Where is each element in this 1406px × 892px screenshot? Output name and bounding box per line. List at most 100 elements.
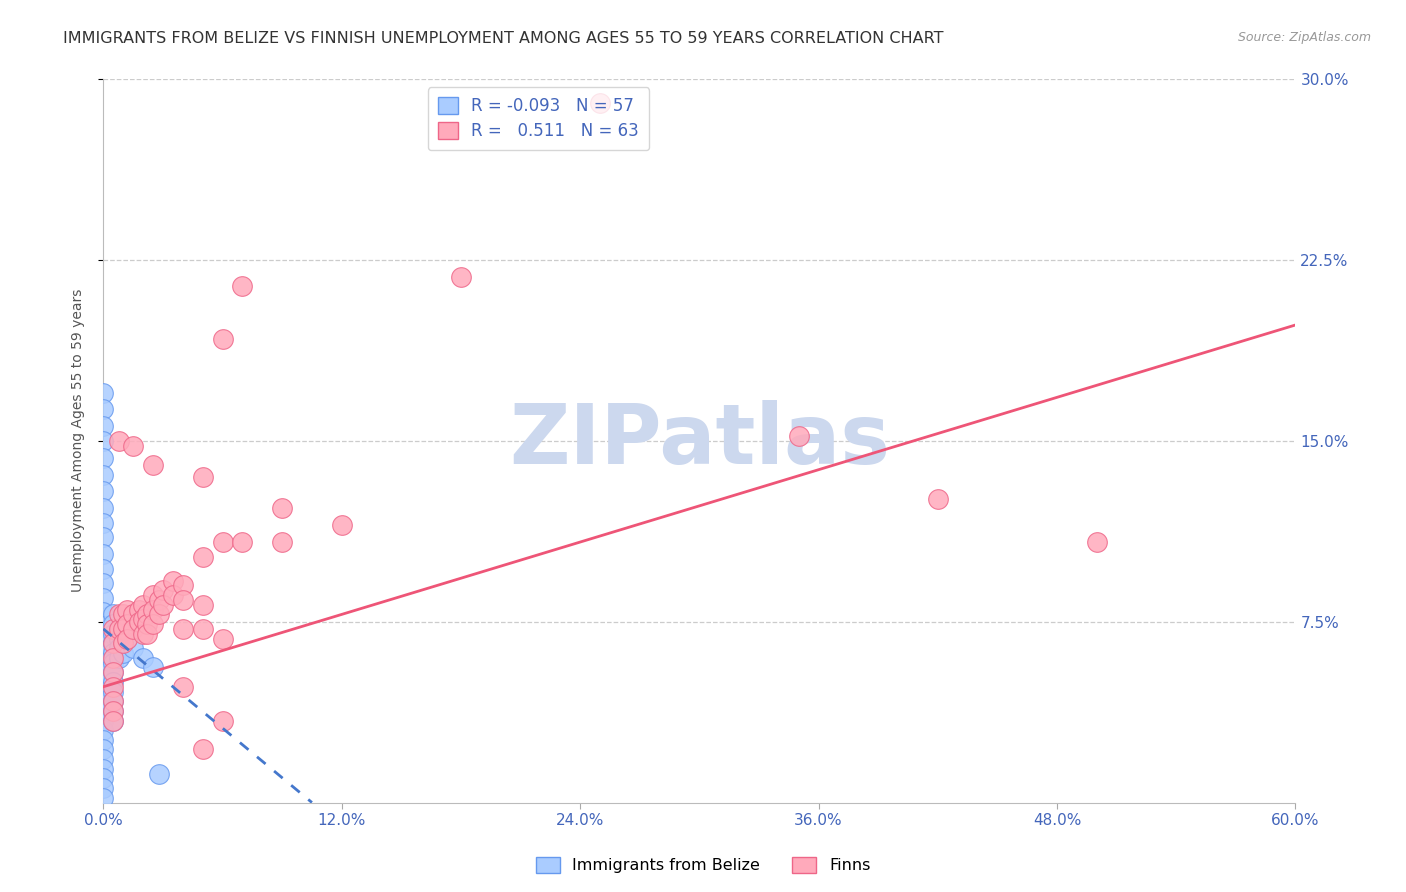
Legend: R = -0.093   N = 57, R =   0.511   N = 63: R = -0.093 N = 57, R = 0.511 N = 63 <box>427 87 650 151</box>
Point <box>132 626 155 640</box>
Point <box>211 535 233 549</box>
Point <box>103 694 125 708</box>
Point <box>122 641 145 656</box>
Point <box>103 626 125 640</box>
Point <box>148 766 170 780</box>
Point <box>103 704 125 718</box>
Point <box>108 607 131 622</box>
Point <box>91 674 114 689</box>
Point <box>91 772 114 786</box>
Text: Source: ZipAtlas.com: Source: ZipAtlas.com <box>1237 31 1371 45</box>
Point <box>115 602 138 616</box>
Point <box>191 742 214 756</box>
Point <box>91 790 114 805</box>
Point <box>91 484 114 499</box>
Point <box>91 467 114 482</box>
Point <box>330 518 353 533</box>
Point <box>450 269 472 284</box>
Point <box>108 622 131 636</box>
Point <box>122 622 145 636</box>
Point <box>191 549 214 564</box>
Point <box>103 684 125 698</box>
Point <box>136 607 159 622</box>
Point <box>211 333 233 347</box>
Point <box>91 561 114 575</box>
Point <box>108 632 131 646</box>
Point <box>91 665 114 680</box>
Point <box>108 650 131 665</box>
Point <box>162 588 184 602</box>
Point <box>103 665 125 680</box>
Point <box>91 694 114 708</box>
Point <box>91 656 114 670</box>
Point <box>191 622 214 636</box>
Point <box>162 574 184 588</box>
Point <box>91 643 114 657</box>
Point <box>115 617 138 632</box>
Text: IMMIGRANTS FROM BELIZE VS FINNISH UNEMPLOYMENT AMONG AGES 55 TO 59 YEARS CORRELA: IMMIGRANTS FROM BELIZE VS FINNISH UNEMPL… <box>63 31 943 46</box>
Point <box>132 650 155 665</box>
Point <box>191 598 214 612</box>
Point <box>91 723 114 738</box>
Point <box>91 516 114 530</box>
Point <box>142 458 165 472</box>
Point <box>91 530 114 544</box>
Point <box>103 636 125 650</box>
Point <box>148 593 170 607</box>
Point <box>211 714 233 728</box>
Point <box>172 680 194 694</box>
Point <box>91 752 114 766</box>
Point <box>103 704 125 718</box>
Point <box>231 535 253 549</box>
Point <box>128 602 150 616</box>
Point <box>191 470 214 484</box>
Point <box>91 742 114 756</box>
Point <box>103 714 125 728</box>
Point <box>152 598 174 612</box>
Point <box>927 491 949 506</box>
Point <box>271 535 294 549</box>
Point <box>91 632 114 646</box>
Point <box>91 501 114 516</box>
Point <box>112 636 135 650</box>
Point <box>103 674 125 689</box>
Point <box>142 588 165 602</box>
Point <box>108 622 131 636</box>
Point <box>91 762 114 776</box>
Point <box>108 641 131 656</box>
Point <box>128 615 150 629</box>
Point <box>103 646 125 660</box>
Point <box>91 605 114 619</box>
Point <box>142 617 165 632</box>
Point <box>136 617 159 632</box>
Point <box>91 619 114 633</box>
Point <box>1085 535 1108 549</box>
Point <box>172 593 194 607</box>
Text: ZIPatlas: ZIPatlas <box>509 401 890 482</box>
Point <box>91 385 114 400</box>
Y-axis label: Unemployment Among Ages 55 to 59 years: Unemployment Among Ages 55 to 59 years <box>72 289 86 592</box>
Point <box>142 660 165 674</box>
Point <box>91 576 114 591</box>
Point <box>112 622 135 636</box>
Point <box>91 434 114 448</box>
Point <box>211 632 233 646</box>
Point <box>112 626 135 640</box>
Point <box>136 626 159 640</box>
Point <box>271 501 294 516</box>
Point <box>91 684 114 698</box>
Point <box>103 694 125 708</box>
Point <box>103 622 125 636</box>
Point <box>91 419 114 434</box>
Point <box>231 279 253 293</box>
Point <box>91 732 114 747</box>
Point <box>115 632 138 646</box>
Point <box>103 665 125 680</box>
Point <box>112 646 135 660</box>
Point <box>112 607 135 622</box>
Point <box>103 714 125 728</box>
Point <box>103 607 125 622</box>
Point <box>91 450 114 465</box>
Point <box>152 583 174 598</box>
Point <box>142 602 165 616</box>
